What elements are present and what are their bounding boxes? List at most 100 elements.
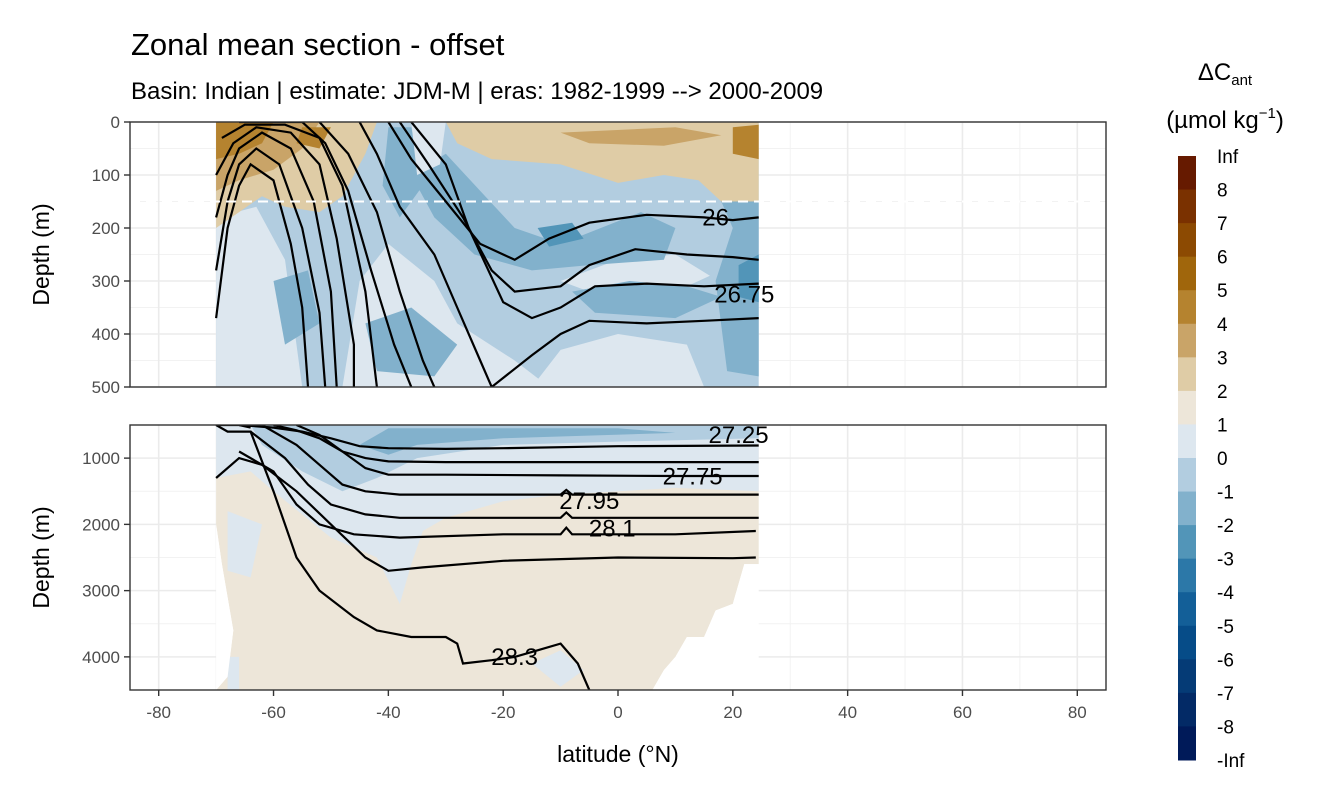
legend-tick-label: -4 — [1217, 583, 1234, 604]
legend-title: ΔCant — [1198, 59, 1253, 89]
isopycnal-line — [273, 425, 759, 464]
x-axis-title: latitude (°N) — [557, 741, 679, 767]
filled-region — [531, 650, 584, 687]
x-tick-label: 0 — [613, 703, 622, 722]
legend-swatch — [1178, 692, 1196, 727]
isopycnal-line — [215, 425, 591, 690]
y-tick-label: 100 — [92, 166, 120, 185]
panel-upper: 0 100 200 300 400 500 Depth (m) — [28, 113, 1107, 397]
isopycnal-line — [261, 425, 759, 496]
x-tick-label: -80 — [146, 703, 171, 722]
no-data-region — [652, 564, 759, 690]
legend-tick-label: 0 — [1217, 449, 1228, 470]
legend-tick-label: -5 — [1217, 617, 1234, 638]
x-tick-label: 60 — [953, 703, 972, 722]
filled-region — [273, 270, 320, 345]
legend-swatch — [1178, 357, 1196, 392]
filled-region — [715, 201, 759, 377]
legend-tick-label: -Inf — [1217, 751, 1245, 772]
isopycnal-line — [398, 122, 759, 293]
legend-swatch — [1178, 424, 1196, 459]
legend-swatch — [1178, 256, 1196, 291]
y-tick-label: 4000 — [82, 648, 120, 667]
isopycnal-lines — [215, 122, 759, 387]
isopycnal-line — [296, 425, 759, 478]
legend-swatch — [1178, 290, 1196, 325]
isopycnal-line — [239, 425, 759, 451]
legend-swatch — [1178, 558, 1196, 593]
filled-contours — [216, 425, 759, 690]
isopycnal-line — [215, 131, 338, 387]
filled-region — [227, 656, 240, 690]
filled-region — [572, 281, 722, 319]
isopycnal-label: 26 — [702, 204, 729, 231]
legend-tick-label: 7 — [1217, 214, 1228, 235]
legend-swatch — [1178, 525, 1196, 560]
isopycnal-label: 27.95 — [559, 488, 619, 515]
isopycnal-line — [215, 126, 355, 387]
isopycnal-line — [238, 450, 756, 539]
y-tick-label: 200 — [92, 219, 120, 238]
legend-swatch — [1178, 189, 1196, 224]
filled-region — [382, 127, 423, 218]
legend-tick-label: -7 — [1217, 684, 1234, 705]
y-tick-label: 500 — [92, 378, 120, 397]
isopycnal-line — [215, 162, 310, 387]
isopycnal-label: 26.75 — [714, 281, 774, 308]
legend-tick-label: 2 — [1217, 382, 1228, 403]
filled-region — [216, 206, 303, 387]
y-tick-label: 400 — [92, 325, 120, 344]
isopycnal-lines — [215, 425, 759, 690]
filled-region — [560, 127, 722, 146]
legend-tick-label: -8 — [1217, 717, 1234, 738]
y-axis-title: Depth (m) — [28, 506, 54, 608]
legend-swatch — [1178, 458, 1196, 493]
filled-region — [732, 124, 759, 160]
color-legend: ΔCant (µmol kg−1) Inf 8 7 6 5 4 3 2 1 0 -1 -2 -3 -4 -5 -6… — [1166, 59, 1284, 772]
panel-lower: 1000 2000 3000 4000 Depth (m) — [28, 424, 1107, 691]
y-tick-label: 3000 — [82, 582, 120, 601]
isopycnal-line — [318, 122, 436, 387]
legend-tick-label: 5 — [1217, 281, 1228, 302]
legend-tick-label: 8 — [1217, 181, 1228, 202]
isopycnal-line — [239, 122, 413, 387]
chart-title: Zonal mean section - offset — [131, 27, 505, 62]
legend-tick-label: -2 — [1217, 516, 1234, 537]
filled-region — [738, 254, 759, 303]
legend-tick-label: 6 — [1217, 248, 1228, 269]
legend-swatch — [1178, 659, 1196, 694]
legend-tick-label: 3 — [1217, 348, 1228, 369]
isopycnal-line — [249, 430, 759, 519]
legend-tick-label: -6 — [1217, 650, 1234, 671]
isopycnal-line — [491, 317, 759, 387]
y-tick-label: 2000 — [82, 515, 120, 534]
isopycnal-line — [215, 456, 756, 572]
legend-tick-label: 4 — [1217, 315, 1228, 336]
isopycnal-label: 28.3 — [491, 644, 538, 671]
filled-region — [227, 511, 262, 578]
panel-border — [129, 121, 1107, 388]
isopycnal-line — [216, 425, 251, 429]
legend-swatch — [1178, 592, 1196, 627]
x-tick-label: -40 — [376, 703, 401, 722]
legend-tick-label: 1 — [1217, 415, 1228, 436]
filled-region — [411, 122, 446, 175]
x-tick-label: 80 — [1068, 703, 1087, 722]
x-tick-label: 20 — [723, 703, 742, 722]
isopycnal-line — [387, 122, 759, 262]
legend-swatch — [1178, 726, 1196, 761]
isopycnal-label: 28.1 — [589, 515, 636, 542]
legend-swatch — [1178, 156, 1196, 191]
isopycnal-line — [358, 122, 493, 387]
filled-region — [531, 334, 705, 387]
x-tick-label: -20 — [491, 703, 516, 722]
legend-swatch — [1178, 390, 1196, 425]
no-data-region — [216, 524, 234, 690]
legend-swatch — [1178, 323, 1196, 358]
chart-subtitle: Basin: Indian | estimate: JDM-M | eras: … — [131, 78, 823, 105]
isopycnal-label: 27.75 — [663, 464, 723, 491]
y-tick-label: 1000 — [82, 449, 120, 468]
isopycnal-label: 27.25 — [709, 422, 769, 449]
isopycnal-line — [215, 147, 327, 387]
